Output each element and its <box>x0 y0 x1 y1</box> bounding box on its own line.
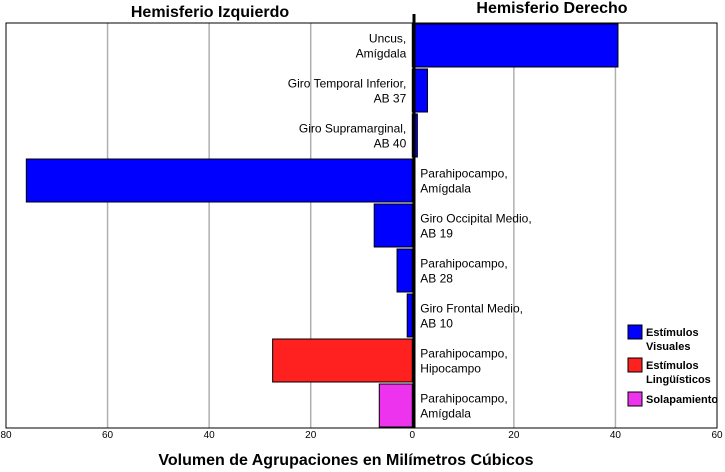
bar-label: Parahipocampo, <box>420 392 507 406</box>
bar <box>378 383 413 428</box>
x-tick-labels: 80 60 40 20 0 20 40 60 <box>0 430 723 441</box>
bar <box>411 23 619 68</box>
legend-swatch <box>627 357 643 373</box>
x-axis-label: Volumen de Agrupaciones en Milímetros Cú… <box>158 452 533 469</box>
bar-label: AB 40 <box>374 137 407 151</box>
bar-label: Uncus, <box>369 32 406 46</box>
legend-label: Estímulos <box>646 327 699 339</box>
x-tick-label: 40 <box>204 430 216 441</box>
bar-label: Amígdala <box>420 407 471 421</box>
x-tick-label: 60 <box>102 430 114 441</box>
x-tick-label: 60 <box>711 430 723 441</box>
bar-label: Parahipocampo, <box>420 347 507 361</box>
bar-label: Giro Occipital Medio, <box>420 212 531 226</box>
x-tick-label: 0 <box>410 430 416 441</box>
bar <box>406 293 413 338</box>
bar <box>373 203 413 248</box>
x-tick-label: 20 <box>508 430 520 441</box>
legend-label: Solapamiento <box>646 394 718 406</box>
legend-label: Visuales <box>646 341 690 353</box>
bar-label: Hipocampo <box>420 362 481 376</box>
bar-label: Giro Supramarginal, <box>299 122 406 136</box>
bar-label: AB 28 <box>420 272 453 286</box>
bar-label: Parahipocampo, <box>420 167 507 181</box>
legend-label: Estímulos <box>646 360 699 372</box>
x-tick-label: 80 <box>0 430 12 441</box>
x-tick-label: 20 <box>305 430 317 441</box>
bar-label: AB 37 <box>374 92 407 106</box>
bar <box>396 248 413 293</box>
bar <box>411 68 429 113</box>
bar-label: AB 19 <box>420 227 453 241</box>
bar-label: Giro Frontal Medio, <box>420 302 523 316</box>
bar <box>272 338 413 383</box>
legend: Estímulos Visuales Estímulos Lingüísticos So… <box>627 324 718 407</box>
legend-swatch <box>627 391 643 407</box>
grid-lines <box>106 23 617 428</box>
legend-swatch <box>627 324 643 340</box>
right-hemisphere-title: Hemisferio Derecho <box>476 0 627 17</box>
bar-label: Amígdala <box>356 47 407 61</box>
bar-label: Parahipocampo, <box>420 257 507 271</box>
bar-label: Giro Temporal Inferior, <box>288 77 407 91</box>
bar <box>25 158 413 203</box>
plot-frame <box>5 22 718 429</box>
x-tick-label: 40 <box>610 430 622 441</box>
left-hemisphere-title: Hemisferio Izquierdo <box>131 4 289 21</box>
bar-label: AB 10 <box>420 317 453 331</box>
bar-label: Amígdala <box>420 182 471 196</box>
legend-label: Lingüísticos <box>646 374 711 386</box>
